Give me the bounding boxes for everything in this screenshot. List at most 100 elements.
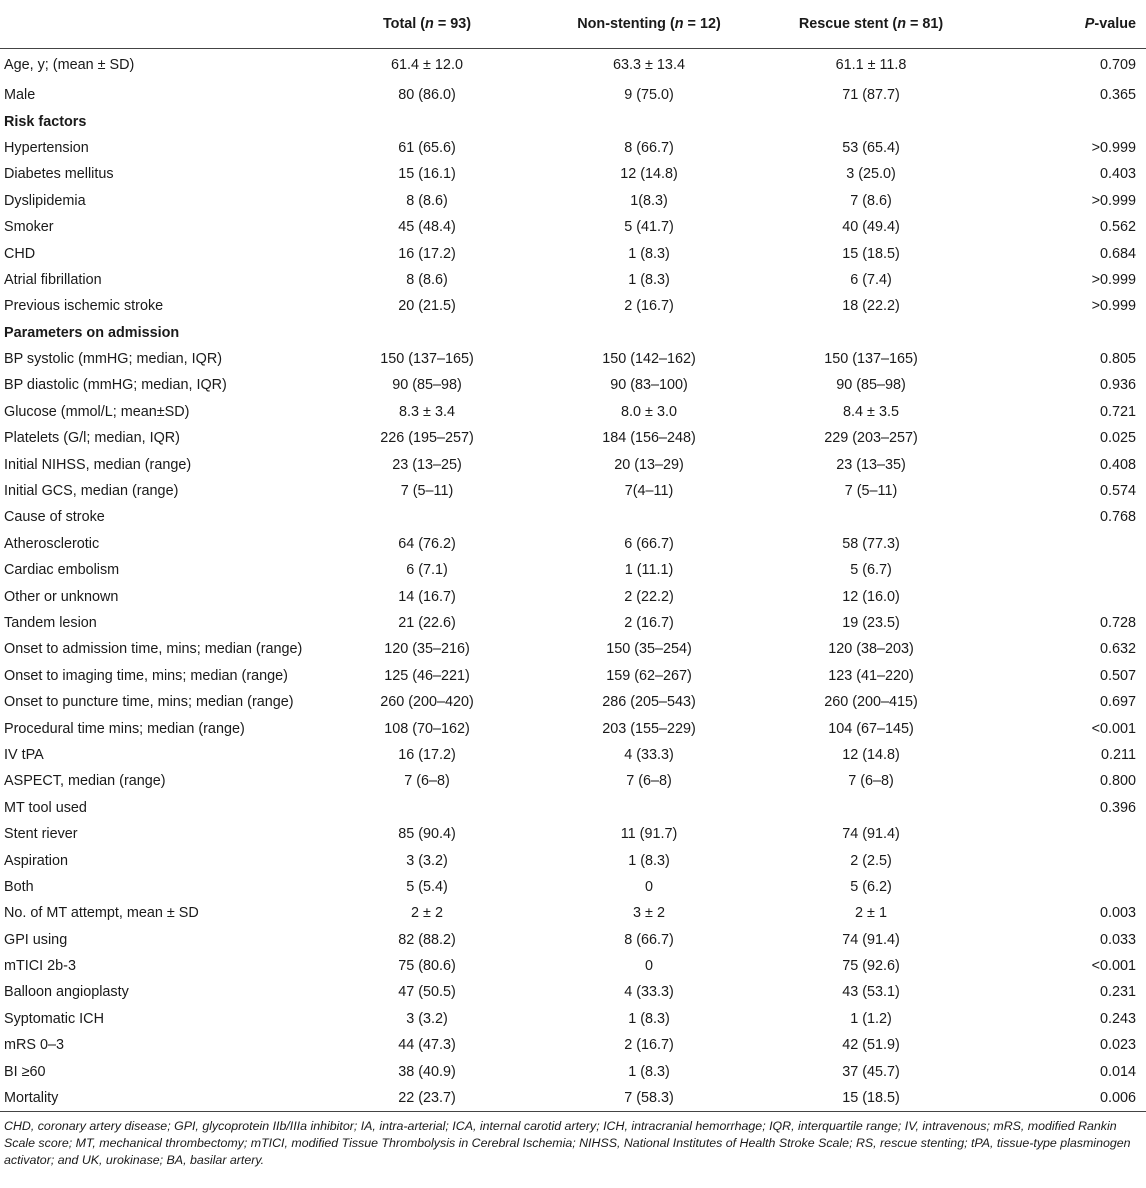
table-row: Cause of stroke 0.768 [0,504,1146,530]
cell-non-stenting: 203 (155–229) [602,720,696,737]
cell-non-stenting: 8.0 ± 3.0 [621,403,677,420]
cell-p-value [982,531,1146,557]
cell-non-stenting: 1 (8.3) [628,245,670,262]
cell-p-value: 0.562 [1099,219,1136,236]
cell-total: 20 (21.5) [398,298,456,315]
cell-p-value: 0.023 [1099,1037,1136,1054]
table-row: Atrial fibrillation 8 (8.6) 1 (8.3) 6 (7.4)… [0,267,1146,293]
cell-total: 85 (90.4) [398,826,456,843]
cell-p-value [982,108,1146,134]
header-total: Total (n = 93) [316,0,538,49]
cell-rescue-stent: 15 (18.5) [760,1084,982,1112]
row-label: Previous ischemic stroke [4,298,164,315]
cell-non-stenting: 4 (33.3) [624,984,674,1001]
row-label: ASPECT, median (range) [4,773,166,790]
row-label: Aspiration [4,852,68,869]
cell-rescue-stent: 12 (14.8) [842,746,900,763]
row-label: Hypertension [4,139,89,156]
cell-rescue-stent: 23 (13–35) [836,456,906,473]
cell-non-stenting: 8 (66.7) [624,139,674,156]
cell-p-value: 0.574 [1099,483,1136,500]
table-row: Onset to puncture time, mins; median (ra… [0,689,1146,715]
cell-total: 108 (70–162) [384,720,470,737]
table-row: Aspiration 3 (3.2) 1 (8.3) 2 (2.5) [0,847,1146,873]
row-label: Other or unknown [4,588,119,605]
cell-rescue-stent: 43 (53.1) [842,984,900,1001]
table-row: Syptomatic ICH 3 (3.2) 1 (8.3) 1 (1.2) 0.243 [0,1006,1146,1032]
cell-non-stenting: 3 ± 2 [633,905,665,922]
row-label: Cardiac embolism [4,562,120,579]
cell-p-value: 0.709 [1099,57,1136,74]
cell-rescue-stent: 40 (49.4) [842,219,900,236]
cell-total: 8 (8.6) [406,192,448,209]
cell-rescue-stent: 5 (6.2) [850,878,892,895]
cell-total: 82 (88.2) [398,931,456,948]
header-non-stenting: Non-stenting (n = 12) [538,0,760,49]
cell-rescue-stent: 18 (22.2) [842,298,900,315]
row-label: Procedural time mins; median (range) [4,720,245,737]
cell-non-stenting: 2 (22.2) [624,588,674,605]
cell-p-value [982,320,1146,346]
cell-rescue-stent: 74 (91.4) [842,931,900,948]
cell-total [316,108,538,134]
header-p-value: P-value [982,0,1146,49]
cell-non-stenting [538,795,760,821]
row-label: Atrial fibrillation [4,271,102,288]
cell-total: 120 (35–216) [384,641,470,658]
table-row: MT tool used 0.396 [0,795,1146,821]
cell-rescue-stent: 15 (18.5) [842,245,900,262]
cell-p-value: 0.014 [1099,1063,1136,1080]
table-row: Atherosclerotic 64 (76.2) 6 (66.7) 58 (77.3… [0,531,1146,557]
cell-total: 15 (16.1) [398,166,456,183]
cell-non-stenting: 1 (8.3) [628,852,670,869]
table-row: Hypertension 61 (65.6) 8 (66.7) 53 (65.4) >0… [0,135,1146,161]
cell-p-value: 0.728 [1099,615,1136,631]
table-row: Mortality 22 (23.7) 7 (58.3) 15 (18.5) 0.006 [0,1084,1146,1112]
cell-total: 6 (7.1) [406,562,448,579]
cell-non-stenting: 0 [644,878,653,895]
row-label: Syptomatic ICH [4,1010,104,1027]
cell-total: 64 (76.2) [398,535,456,552]
row-label: Parameters on admission [4,324,180,341]
cell-rescue-stent [760,795,982,821]
cell-non-stenting: 90 (83–100) [610,377,688,394]
cell-p-value: >0.999 [1091,139,1136,156]
header-rescue-stent: Rescue stent (n = 81) [760,0,982,49]
table-row: Cardiac embolism 6 (7.1) 1 (11.1) 5 (6.7) [0,557,1146,583]
table-row: Onset to imaging time, mins; median (ran… [0,663,1146,689]
table-row: No. of MT attempt, mean ± SD 2 ± 2 3 ± 2 2 … [0,900,1146,926]
cell-p-value: 0.211 [1101,746,1136,763]
cell-total: 90 (85–98) [392,377,462,394]
table-row: Dyslipidemia 8 (8.6) 1(8.3) 7 (8.6) >0.999 [0,188,1146,214]
table-row: BI ≥60 38 (40.9) 1 (8.3) 37 (45.7) 0.014 [0,1058,1146,1084]
cell-total: 2 ± 2 [411,905,443,922]
cell-non-stenting: 150 (142–162) [602,351,696,368]
table-row: Procedural time mins; median (range) 108 … [0,715,1146,741]
row-label: Mortality [0,1084,316,1112]
row-label: CHD [4,245,36,262]
table-row: Tandem lesion 21 (22.6) 2 (16.7) 19 (23.5) 0… [0,610,1146,636]
cell-p-value: 0.768 [1099,509,1136,526]
cell-total: 7 (6–8) [404,773,450,790]
row-label: BP diastolic (mmHG; median, IQR) [4,377,227,394]
cell-rescue-stent [760,320,982,346]
row-label: Smoker [4,219,54,236]
table-row: GPI using 82 (88.2) 8 (66.7) 74 (91.4) 0.033 [0,927,1146,953]
row-label: Risk factors [4,113,87,130]
cell-non-stenting: 63.3 ± 13.4 [613,57,685,74]
table-body: Age, y; (mean ± SD) 61.4 ± 12.0 63.3 ± 13.… [0,48,1146,1112]
cell-non-stenting: 4 (33.3) [624,746,674,763]
cell-total: 8.3 ± 3.4 [399,403,455,420]
cell-p-value: 0.231 [1099,984,1136,1001]
row-label: Onset to puncture time, mins; median (ra… [4,694,294,711]
cell-p-value [982,557,1146,583]
cell-non-stenting: 1 (8.3) [628,1063,670,1080]
header-variable [0,0,316,49]
cell-non-stenting: 0 [644,958,653,975]
row-label: Onset to imaging time, mins; median (ran… [4,667,288,684]
cell-total: 21 (22.6) [398,615,456,631]
cell-non-stenting: 20 (13–29) [614,456,684,473]
cell-p-value: 0.408 [1099,456,1136,473]
cell-total: 7 (5–11) [400,483,454,500]
